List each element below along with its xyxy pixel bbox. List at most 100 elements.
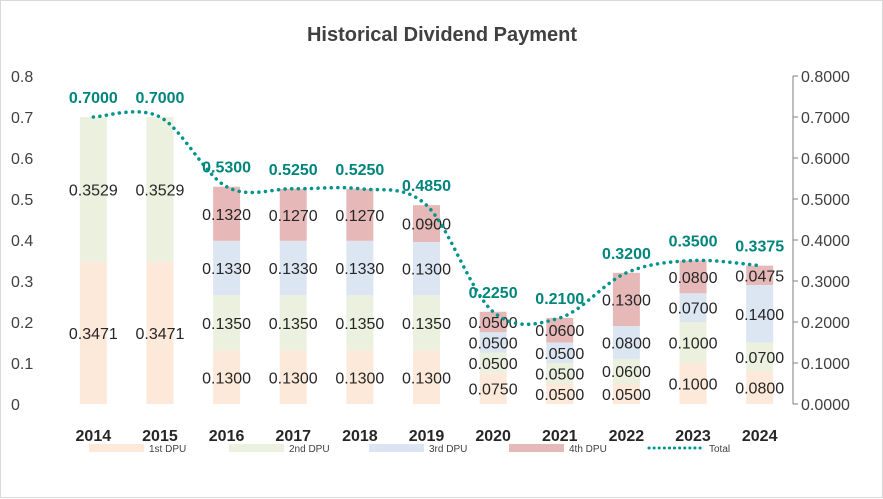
y-right-tick: 0.5000 xyxy=(801,192,850,209)
bar-segment xyxy=(279,240,307,296)
segment-label: 0.0475 xyxy=(735,268,784,285)
segment-label: 0.0500 xyxy=(469,336,518,353)
bar-segment xyxy=(279,188,307,241)
segment-label: 0.1300 xyxy=(202,370,251,387)
bar-segment xyxy=(213,295,241,351)
bar-segment xyxy=(546,383,574,404)
x-tick-label: 2021 xyxy=(542,428,578,445)
bar-segment xyxy=(746,371,774,404)
bar-segment xyxy=(279,350,307,404)
total-label: 0.2250 xyxy=(469,285,518,302)
legend-label: 4th DPU xyxy=(569,444,607,455)
bar-segment xyxy=(146,261,174,404)
bar-segment xyxy=(79,261,107,404)
y-left-tick: 0.2 xyxy=(11,315,33,332)
bar-segment xyxy=(413,350,440,404)
x-tick-label: 2015 xyxy=(142,428,178,445)
segment-label: 0.3471 xyxy=(69,326,118,343)
y-right-tick: 0.7000 xyxy=(801,110,850,127)
segment-label: 0.3529 xyxy=(135,182,184,199)
segment-label: 0.1330 xyxy=(202,261,251,278)
bar-segment xyxy=(546,363,574,384)
legend-label: 1st DPU xyxy=(149,444,186,455)
y-left-tick: 0.1 xyxy=(11,356,33,373)
bar-segment xyxy=(479,373,507,404)
y-left-tick: 0.3 xyxy=(11,274,33,291)
total-label: 0.3500 xyxy=(669,234,718,251)
segment-label: 0.1300 xyxy=(602,292,651,309)
bar-segment xyxy=(146,117,174,262)
segment-label: 0.1400 xyxy=(735,307,784,324)
total-label: 0.3200 xyxy=(602,246,651,263)
total-label: 0.2100 xyxy=(535,291,584,308)
legend-label: 2nd DPU xyxy=(289,444,330,455)
segment-label: 0.1350 xyxy=(402,316,451,333)
bar-segment xyxy=(479,352,507,374)
bar-segment xyxy=(213,240,241,296)
segment-label: 0.3471 xyxy=(135,326,184,343)
y-left-tick: 0.8 xyxy=(11,69,33,86)
bar-segment xyxy=(612,383,640,404)
legend-swatch xyxy=(89,444,144,452)
x-tick-label: 2019 xyxy=(409,428,445,445)
x-tick-label: 2017 xyxy=(275,428,311,445)
segment-label: 0.1270 xyxy=(269,208,318,225)
segment-label: 0.0500 xyxy=(602,387,651,404)
y-right-tick: 0.6000 xyxy=(801,151,850,168)
plot-area: 0 0.1 0.2 0.3 0.4 0.5 0.6 0.7 0.8 0.0000 0.1000 0.2… xyxy=(11,69,850,445)
bar-segment xyxy=(479,311,507,333)
segment-label: 0.0500 xyxy=(469,356,518,373)
bar-segment xyxy=(612,272,640,327)
bar-segment xyxy=(746,265,774,286)
segment-label: 0.0500 xyxy=(535,346,584,363)
bar-segment xyxy=(213,350,241,404)
segment-label: 0.3529 xyxy=(69,182,118,199)
y-left-tick: 0.4 xyxy=(11,233,33,250)
bar-segment xyxy=(346,295,374,351)
bar-segment xyxy=(413,242,440,296)
y-right-tick: 0.2000 xyxy=(801,315,850,332)
legend-swatch xyxy=(229,444,284,452)
segment-label: 0.1270 xyxy=(335,208,384,225)
x-tick-label: 2024 xyxy=(742,428,778,445)
y-right-tick: 0.4000 xyxy=(801,233,850,250)
segment-label: 0.0500 xyxy=(469,315,518,332)
legend: 1st DPU 2nd DPU 3rd DPU 4th DPU Total xyxy=(89,444,730,455)
segment-label: 0.1350 xyxy=(335,316,384,333)
segment-label: 0.0700 xyxy=(669,301,718,318)
y-left-tick: 0.7 xyxy=(11,110,33,127)
segment-label: 0.1000 xyxy=(669,377,718,394)
segment-label: 0.0600 xyxy=(535,323,584,340)
segment-label: 0.0700 xyxy=(735,350,784,367)
chart-title: Historical Dividend Payment xyxy=(307,24,577,46)
x-tick-label: 2023 xyxy=(675,428,711,445)
y-right-tick: 0.0000 xyxy=(801,397,850,414)
total-label: 0.7000 xyxy=(135,90,184,107)
bar-segment xyxy=(612,326,640,359)
segment-label: 0.0800 xyxy=(669,270,718,287)
bar-segment xyxy=(413,205,440,243)
bar-segment xyxy=(346,240,374,296)
bar-segment xyxy=(79,117,107,262)
total-label: 0.7000 xyxy=(69,90,118,107)
y-right-tick: 0.3000 xyxy=(801,274,850,291)
bar-segment xyxy=(679,293,707,322)
segment-label: 0.1330 xyxy=(269,261,318,278)
legend-label: 3rd DPU xyxy=(429,444,467,455)
segment-label: 0.1320 xyxy=(202,207,251,224)
segment-label: 0.0750 xyxy=(469,382,518,399)
y-left-tick: 0.6 xyxy=(11,151,33,168)
bar-segment xyxy=(413,295,440,351)
bar-segment xyxy=(746,285,774,343)
bar-segment xyxy=(746,342,774,372)
y-left-tick: 0 xyxy=(11,397,20,414)
segment-label: 0.0500 xyxy=(535,387,584,404)
segment-label: 0.1000 xyxy=(669,336,718,353)
bar-segment xyxy=(679,322,707,363)
segment-label: 0.1330 xyxy=(335,261,384,278)
segment-label: 0.0800 xyxy=(602,336,651,353)
x-tick-label: 2016 xyxy=(209,428,245,445)
legend-swatch xyxy=(369,444,424,452)
